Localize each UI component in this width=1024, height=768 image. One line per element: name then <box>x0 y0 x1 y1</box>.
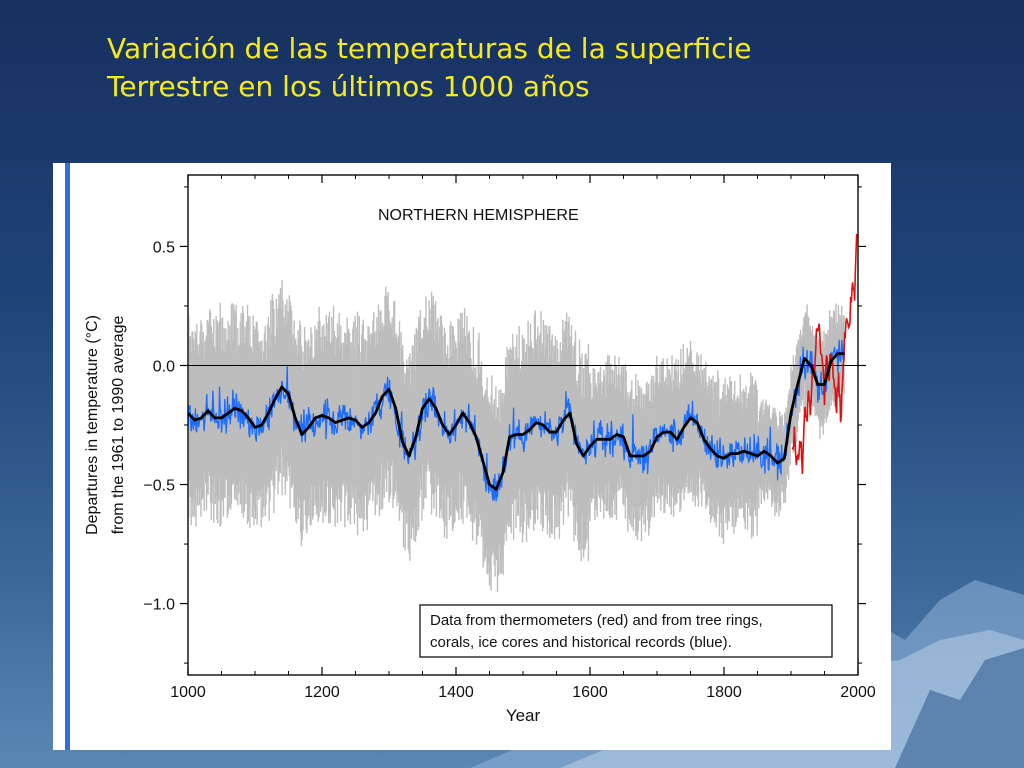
x-tick-label: 1800 <box>706 684 742 701</box>
x-tick-label: 1200 <box>304 684 340 701</box>
thermometer-polyline <box>791 233 858 474</box>
plot-frame-overlay <box>187 174 859 676</box>
slide-title: Variación de las temperaturas de la supe… <box>107 30 752 106</box>
temperature-chart: 1000 1200 1400 1600 1800 2000 0.5 0.0 −0.5 −1.0 N… <box>65 163 876 750</box>
smoothed-polyline <box>186 352 845 491</box>
x-tick-label: 2000 <box>840 684 876 701</box>
slide-title-line2: Terrestre en los últimos 1000 años <box>107 70 590 103</box>
annotation-line1: Data from thermometers (red) and from tr… <box>430 612 763 629</box>
slide-title-line1: Variación de las temperaturas de la supe… <box>107 32 752 65</box>
x-tick-label: 1600 <box>572 684 608 701</box>
y-tick-label: −0.5 <box>143 478 175 495</box>
thermometer-series-line <box>791 233 858 474</box>
smoothed-series-line <box>186 352 845 491</box>
x-tick-label: 1000 <box>170 684 206 701</box>
y-tick-label: −1.0 <box>143 597 175 614</box>
figure-panel: 1000 1200 1400 1600 1800 2000 0.5 0.0 −0.5 −1.0 N… <box>53 163 891 750</box>
y-axis-label-line1: Departures in temperature (°C) <box>84 315 101 535</box>
annotation-line2: corals, ice cores and historical records… <box>430 634 732 651</box>
panel-accent-bar <box>65 163 70 750</box>
axes-group: 1000 1200 1400 1600 1800 2000 0.5 0.0 −0.5 −1.0 <box>143 174 876 701</box>
annotation-box <box>419 604 833 658</box>
x-axis-label: Year <box>506 706 541 725</box>
y-tick-label: 0.0 <box>153 358 175 375</box>
x-tick-label: 1400 <box>438 684 474 701</box>
chart-title: NORTHERN HEMISPHERE <box>378 207 579 224</box>
y-tick-label: 0.5 <box>153 239 175 256</box>
y-axis-label-line2: from the 1961 to 1990 average <box>110 315 127 534</box>
